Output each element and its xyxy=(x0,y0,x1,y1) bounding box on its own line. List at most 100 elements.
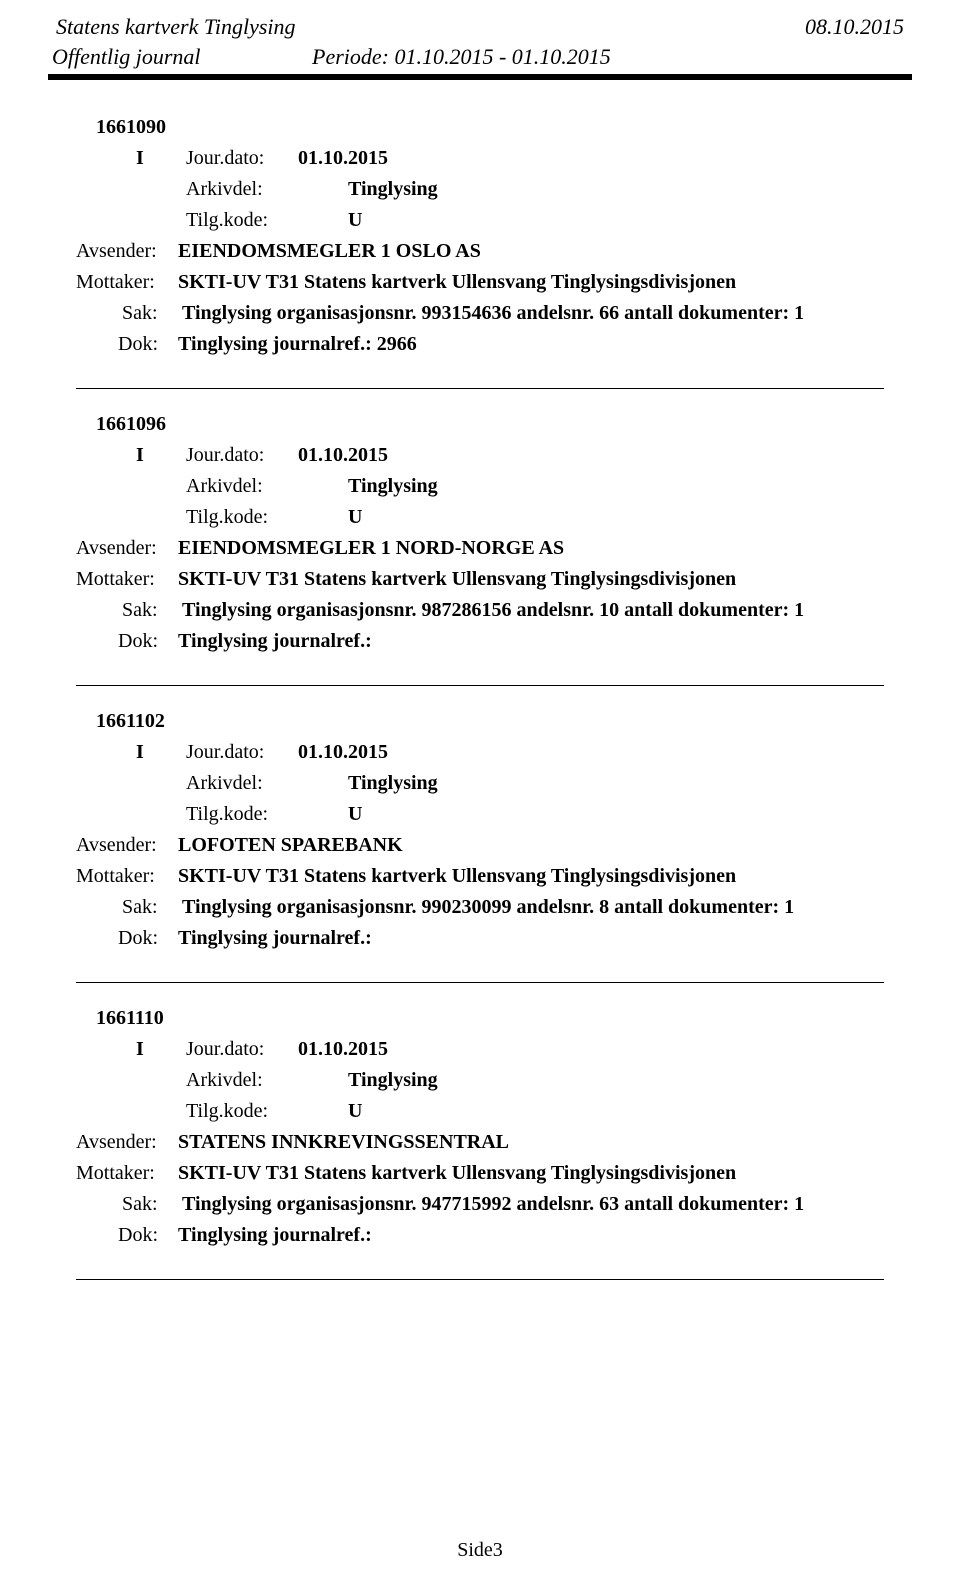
mottaker-label: Mottaker: xyxy=(76,564,178,595)
entry-jourdato-line: I Jour.dato: 01.10.2015 xyxy=(136,1034,884,1065)
tilgkode-value: U xyxy=(348,799,362,830)
tilgkode-value: U xyxy=(348,205,362,236)
sak-label: Sak: xyxy=(122,595,182,626)
header-row-2: Offentlig journal Periode: 01.10.2015 - … xyxy=(48,44,912,70)
mottaker-value: SKTI-UV T31 Statens kartverk Ullensvang … xyxy=(178,861,736,892)
jourdato-value: 01.10.2015 xyxy=(298,440,388,471)
arkivdel-label: Arkivdel: xyxy=(186,768,348,799)
journal-entry: 1661110 I Jour.dato: 01.10.2015 Arkivdel… xyxy=(76,1007,884,1251)
avsender-label: Avsender: xyxy=(76,236,178,267)
entry-divider xyxy=(76,685,884,686)
header-row-1: Statens kartverk Tinglysing 08.10.2015 xyxy=(48,14,912,40)
entry-sak-line: Sak: Tinglysing organisasjonsnr. 9477159… xyxy=(122,1189,884,1220)
entry-id: 1661096 xyxy=(96,413,884,436)
dok-value: Tinglysing journalref.: xyxy=(178,626,372,657)
spacer xyxy=(136,1065,186,1096)
jourdato-value: 01.10.2015 xyxy=(298,737,388,768)
spacer xyxy=(136,799,186,830)
avsender-value: LOFOTEN SPAREBANK xyxy=(178,830,403,861)
entry-dok-line: Dok: Tinglysing journalref.: xyxy=(118,1220,884,1251)
entry-jourdato-line: I Jour.dato: 01.10.2015 xyxy=(136,737,884,768)
header-date: 08.10.2015 xyxy=(805,14,912,40)
entry-arkiv-line: Arkivdel: Tinglysing xyxy=(136,174,884,205)
mottaker-label: Mottaker: xyxy=(76,861,178,892)
entry-sak-line: Sak: Tinglysing organisasjonsnr. 9872861… xyxy=(122,595,884,626)
entry-divider xyxy=(76,1279,884,1280)
arkivdel-label: Arkivdel: xyxy=(186,1065,348,1096)
sak-value: Tinglysing organisasjonsnr. 987286156 an… xyxy=(182,595,804,626)
dok-value: Tinglysing journalref.: 2966 xyxy=(178,329,417,360)
tilgkode-value: U xyxy=(348,502,362,533)
entry-arkiv-line: Arkivdel: Tinglysing xyxy=(136,471,884,502)
spacer xyxy=(136,768,186,799)
entry-avsender-line: Avsender: EIENDOMSMEGLER 1 OSLO AS xyxy=(76,236,884,267)
sak-label: Sak: xyxy=(122,892,182,923)
arkivdel-value: Tinglysing xyxy=(348,768,438,799)
entry-arkiv-line: Arkivdel: Tinglysing xyxy=(136,768,884,799)
jourdato-value: 01.10.2015 xyxy=(298,1034,388,1065)
spacer xyxy=(136,471,186,502)
entry-sak-line: Sak: Tinglysing organisasjonsnr. 9902300… xyxy=(122,892,884,923)
arkivdel-label: Arkivdel: xyxy=(186,471,348,502)
entry-avsender-line: Avsender: LOFOTEN SPAREBANK xyxy=(76,830,884,861)
dok-label: Dok: xyxy=(118,626,178,657)
mottaker-value: SKTI-UV T31 Statens kartverk Ullensvang … xyxy=(178,564,736,595)
sak-value: Tinglysing organisasjonsnr. 947715992 an… xyxy=(182,1189,804,1220)
sak-label: Sak: xyxy=(122,1189,182,1220)
sak-value: Tinglysing organisasjonsnr. 993154636 an… xyxy=(182,298,804,329)
spacer xyxy=(136,1096,186,1127)
entry-dok-line: Dok: Tinglysing journalref.: xyxy=(118,626,884,657)
avsender-value: EIENDOMSMEGLER 1 NORD-NORGE AS xyxy=(178,533,564,564)
sak-value: Tinglysing organisasjonsnr. 990230099 an… xyxy=(182,892,794,923)
entry-sak-line: Sak: Tinglysing organisasjonsnr. 9931546… xyxy=(122,298,884,329)
avsender-label: Avsender: xyxy=(76,533,178,564)
tilgkode-label: Tilg.kode: xyxy=(186,799,348,830)
entry-dok-line: Dok: Tinglysing journalref.: 2966 xyxy=(118,329,884,360)
avsender-value: EIENDOMSMEGLER 1 OSLO AS xyxy=(178,236,481,267)
jourdato-label: Jour.dato: xyxy=(186,143,298,174)
mottaker-value: SKTI-UV T31 Statens kartverk Ullensvang … xyxy=(178,1158,736,1189)
tilgkode-value: U xyxy=(348,1096,362,1127)
entry-mottaker-line: Mottaker: SKTI-UV T31 Statens kartverk U… xyxy=(76,861,884,892)
entry-mottaker-line: Mottaker: SKTI-UV T31 Statens kartverk U… xyxy=(76,267,884,298)
dok-label: Dok: xyxy=(118,923,178,954)
tilgkode-label: Tilg.kode: xyxy=(186,205,348,236)
io-indicator: I xyxy=(136,737,186,768)
page: Statens kartverk Tinglysing 08.10.2015 O… xyxy=(0,0,960,1592)
arkivdel-label: Arkivdel: xyxy=(186,174,348,205)
journal-entry: 1661102 I Jour.dato: 01.10.2015 Arkivdel… xyxy=(76,710,884,954)
journal-entry: 1661090 I Jour.dato: 01.10.2015 Arkivdel… xyxy=(76,116,884,360)
dok-label: Dok: xyxy=(118,329,178,360)
header-subtitle: Offentlig journal xyxy=(48,44,272,70)
entry-arkiv-line: Arkivdel: Tinglysing xyxy=(136,1065,884,1096)
sak-label: Sak: xyxy=(122,298,182,329)
tilgkode-label: Tilg.kode: xyxy=(186,502,348,533)
dok-value: Tinglysing journalref.: xyxy=(178,923,372,954)
arkivdel-value: Tinglysing xyxy=(348,471,438,502)
entry-id: 1661110 xyxy=(96,1007,884,1030)
mottaker-label: Mottaker: xyxy=(76,267,178,298)
io-indicator: I xyxy=(136,1034,186,1065)
tilgkode-label: Tilg.kode: xyxy=(186,1096,348,1127)
spacer xyxy=(136,174,186,205)
avsender-label: Avsender: xyxy=(76,1127,178,1158)
arkivdel-value: Tinglysing xyxy=(348,1065,438,1096)
avsender-label: Avsender: xyxy=(76,830,178,861)
entry-avsender-line: Avsender: EIENDOMSMEGLER 1 NORD-NORGE AS xyxy=(76,533,884,564)
page-footer: Side3 xyxy=(0,1539,960,1562)
header-title: Statens kartverk Tinglysing xyxy=(48,14,296,40)
entry-jourdato-line: I Jour.dato: 01.10.2015 xyxy=(136,143,884,174)
entry-id: 1661090 xyxy=(96,116,884,139)
io-indicator: I xyxy=(136,440,186,471)
entry-avsender-line: Avsender: STATENS INNKREVINGSSENTRAL xyxy=(76,1127,884,1158)
entry-tilg-line: Tilg.kode: U xyxy=(136,205,884,236)
header-periode: Periode: 01.10.2015 - 01.10.2015 xyxy=(272,44,611,70)
entry-tilg-line: Tilg.kode: U xyxy=(136,502,884,533)
entry-tilg-line: Tilg.kode: U xyxy=(136,799,884,830)
entry-mottaker-line: Mottaker: SKTI-UV T31 Statens kartverk U… xyxy=(76,1158,884,1189)
entry-dok-line: Dok: Tinglysing journalref.: xyxy=(118,923,884,954)
avsender-value: STATENS INNKREVINGSSENTRAL xyxy=(178,1127,509,1158)
jourdato-label: Jour.dato: xyxy=(186,737,298,768)
page-header: Statens kartverk Tinglysing 08.10.2015 O… xyxy=(0,0,960,70)
entry-tilg-line: Tilg.kode: U xyxy=(136,1096,884,1127)
